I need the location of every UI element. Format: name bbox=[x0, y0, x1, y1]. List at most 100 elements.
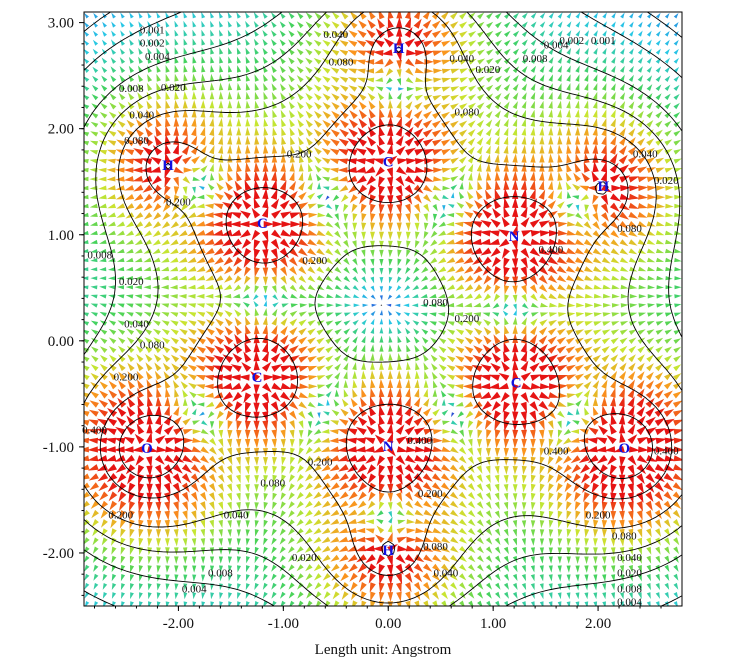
field-arrow bbox=[485, 519, 493, 527]
field-arrow bbox=[254, 308, 260, 317]
field-arrow bbox=[280, 501, 286, 510]
field-arrow bbox=[609, 162, 619, 174]
field-arrow bbox=[383, 37, 394, 48]
field-arrow bbox=[313, 518, 322, 526]
contour-label: 0.200 bbox=[114, 371, 139, 383]
field-arrow bbox=[548, 592, 553, 600]
field-arrow bbox=[584, 519, 590, 529]
field-arrow bbox=[438, 364, 447, 372]
field-arrow bbox=[521, 438, 527, 449]
field-arrow bbox=[361, 294, 368, 299]
field-arrow bbox=[378, 564, 385, 576]
field-arrow bbox=[322, 58, 331, 65]
field-arrow bbox=[192, 64, 197, 73]
field-arrow bbox=[308, 221, 318, 227]
field-arrow bbox=[628, 371, 636, 381]
field-arrow bbox=[450, 192, 455, 199]
field-arrow bbox=[196, 319, 206, 327]
field-arrow bbox=[446, 329, 455, 335]
field-arrow bbox=[475, 190, 483, 200]
field-arrow bbox=[414, 491, 423, 501]
field-arrow bbox=[138, 556, 144, 564]
field-arrow bbox=[547, 474, 554, 484]
field-arrow bbox=[584, 547, 589, 556]
field-arrow bbox=[441, 600, 447, 606]
field-arrow bbox=[126, 337, 135, 344]
field-arrow bbox=[485, 162, 491, 172]
field-arrow bbox=[479, 383, 491, 390]
field-arrow bbox=[645, 510, 653, 520]
field-arrow bbox=[116, 473, 127, 484]
field-arrow bbox=[374, 67, 384, 74]
field-arrow bbox=[138, 528, 144, 538]
field-arrow bbox=[485, 102, 493, 110]
field-arrow bbox=[386, 432, 394, 444]
field-arrow bbox=[593, 592, 598, 600]
field-arrow bbox=[530, 127, 536, 136]
field-arrow bbox=[583, 372, 593, 381]
field-arrow bbox=[367, 473, 377, 485]
field-arrow bbox=[218, 438, 224, 448]
field-arrow bbox=[245, 574, 250, 582]
field-arrow bbox=[170, 239, 179, 246]
field-arrow bbox=[471, 221, 483, 228]
field-arrow bbox=[313, 536, 322, 544]
field-arrow bbox=[494, 564, 501, 572]
field-arrow bbox=[557, 556, 562, 564]
field-arrow bbox=[441, 563, 450, 572]
field-arrow bbox=[152, 312, 161, 317]
contour-label: 0.080 bbox=[329, 56, 354, 68]
field-arrow bbox=[370, 240, 375, 249]
field-arrow bbox=[108, 111, 117, 119]
field-arrow bbox=[165, 99, 171, 109]
field-arrow bbox=[602, 565, 607, 573]
field-arrow bbox=[196, 284, 205, 290]
field-arrow bbox=[183, 38, 188, 46]
field-arrow bbox=[156, 538, 161, 547]
field-arrow bbox=[575, 538, 581, 547]
field-arrow bbox=[334, 213, 339, 221]
field-arrow bbox=[339, 76, 349, 83]
field-arrow bbox=[215, 327, 224, 336]
field-arrow bbox=[485, 465, 491, 475]
field-arrow bbox=[254, 74, 259, 82]
field-arrow bbox=[431, 371, 438, 380]
field-arrow bbox=[477, 439, 482, 448]
field-arrow bbox=[494, 429, 501, 440]
field-arrow bbox=[420, 312, 428, 317]
field-arrow bbox=[433, 176, 443, 182]
field-arrow bbox=[196, 303, 205, 308]
field-arrow bbox=[405, 258, 411, 266]
field-arrow bbox=[610, 127, 617, 137]
field-arrow bbox=[263, 484, 268, 493]
field-arrow bbox=[209, 145, 215, 155]
field-arrow bbox=[539, 465, 545, 475]
field-arrow bbox=[387, 107, 394, 118]
field-arrow bbox=[441, 482, 451, 491]
field-arrow bbox=[187, 294, 196, 299]
field-arrow bbox=[480, 391, 492, 400]
field-arrow bbox=[170, 346, 179, 354]
field-arrow bbox=[601, 143, 607, 155]
field-arrow bbox=[512, 83, 519, 92]
field-arrow bbox=[365, 68, 374, 74]
field-arrow bbox=[387, 413, 394, 425]
field-arrow bbox=[387, 155, 398, 165]
field-arrow bbox=[413, 563, 424, 573]
field-arrow bbox=[584, 284, 594, 290]
field-arrow bbox=[458, 491, 467, 500]
field-arrow bbox=[404, 396, 411, 407]
field-arrow bbox=[414, 437, 426, 444]
field-arrow bbox=[413, 464, 425, 473]
field-arrow bbox=[289, 345, 299, 354]
field-arrow bbox=[343, 239, 349, 248]
field-arrow bbox=[308, 212, 318, 218]
field-arrow bbox=[655, 102, 662, 110]
contour-label: 0.400 bbox=[407, 435, 432, 447]
field-arrow bbox=[548, 91, 553, 100]
field-arrow bbox=[115, 167, 125, 173]
field-arrow bbox=[155, 413, 162, 426]
field-arrow bbox=[84, 464, 90, 470]
field-arrow bbox=[664, 437, 676, 444]
field-arrow bbox=[483, 335, 492, 345]
